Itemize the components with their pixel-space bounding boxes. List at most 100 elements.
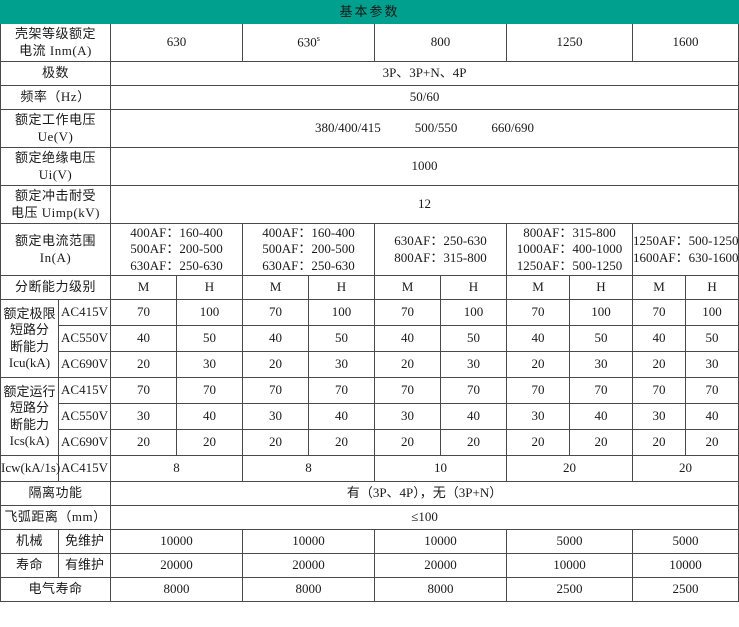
ics-label: 额定运行 短路分 断能力 Ics(kA)	[0, 377, 59, 456]
icw-value-cell: 20	[631, 455, 739, 482]
ics-value-cell: 70	[569, 377, 633, 404]
icu-label-line4: Icu(kA)	[8, 354, 51, 370]
frame-rating-value-5: 1600	[631, 23, 739, 62]
icu-value-cell: 50	[176, 325, 243, 352]
current-range-col-1: 400AF：160-400 500AF：200-500 630AF：250-63…	[110, 223, 243, 276]
frame-rating-label-line1: 壳架等级额定	[14, 26, 96, 42]
ics-value-cell: 40	[440, 403, 507, 430]
current-range-item: 1600AF：630-1600	[633, 249, 739, 265]
working-voltage-value-a: 380/400/415	[315, 120, 381, 136]
frame-rating-value-2-text: 630	[297, 34, 317, 50]
icu-value-cell: 40	[374, 325, 441, 352]
ics-value-cell: 40	[176, 403, 243, 430]
ics-value-cell: 20	[110, 429, 177, 456]
current-range-item: 500AF：200-500	[262, 241, 355, 257]
icw-row: Icw(kA/1s) AC415V 8 8 10 20 20	[0, 455, 739, 482]
frame-rating-label-line2: 电流 Inm(A)	[19, 42, 92, 58]
icw-value-cell: 10	[374, 455, 507, 482]
isolation-label: 隔离功能	[0, 481, 111, 506]
icu-value-cell: 70	[242, 299, 309, 326]
frame-rating-value-3: 800	[374, 23, 507, 62]
icu-value-cell: 70	[374, 299, 441, 326]
ics-value-cell: 30	[242, 403, 309, 430]
icu-value-cell: 30	[569, 351, 633, 378]
ics-value-cell: 30	[374, 403, 441, 430]
mechanical-life-maintained-cell: 20000	[242, 553, 375, 578]
icu-voltage-label: AC690V	[58, 351, 111, 378]
table-title-row: 基本参数	[0, 0, 739, 24]
breaking-grade-cell: H	[569, 275, 633, 300]
icu-value-cell: 20	[110, 351, 177, 378]
icu-value-cell: 40	[242, 325, 309, 352]
current-range-item: 400AF：160-400	[130, 225, 223, 241]
frame-rating-row: 壳架等级额定 电流 Inm(A) 630 630s 800 1250 1600	[0, 23, 739, 62]
working-voltage-label-line1: 额定工作电压	[14, 112, 96, 128]
arc-distance-row: 飞弧距离（mm） ≤100	[0, 505, 739, 530]
electrical-life-cell: 2500	[506, 577, 633, 602]
current-range-item: 800AF：315-800	[523, 225, 616, 241]
working-voltage-label: 额定工作电压 Ue(V)	[0, 109, 111, 148]
insulation-voltage-label-line1: 额定绝缘电压	[14, 150, 96, 166]
icu-value-cell: 50	[569, 325, 633, 352]
ics-voltage-label: AC690V	[58, 429, 111, 456]
icu-voltage-label: AC550V	[58, 325, 111, 352]
electrical-life-cell: 8000	[242, 577, 375, 602]
ics-value-cell: 70	[176, 377, 243, 404]
breaking-grade-label: 分断能力级别	[0, 275, 111, 300]
frequency-value: 50/60	[109, 85, 739, 110]
frame-rating-value-4: 1250	[506, 23, 633, 62]
icu-value-cell: 50	[308, 325, 375, 352]
electrical-life-row: 电气寿命 8000 8000 8000 2500 2500	[0, 577, 739, 602]
ics-label-line1: 额定运行	[3, 384, 56, 399]
ics-value-cell: 20	[569, 429, 633, 456]
ics-row-ac415v: 额定运行 短路分 断能力 Ics(kA) AC415V 70 70 70 70 …	[0, 377, 739, 456]
breaking-grade-cell: M	[632, 275, 686, 300]
mechanical-life-free-cell: 5000	[506, 529, 633, 554]
icu-value-cell: 20	[632, 351, 686, 378]
arc-distance-label: 飞弧距离（mm）	[0, 505, 111, 530]
frame-rating-superscript: s	[316, 34, 320, 44]
electrical-life-cell: 8000	[110, 577, 243, 602]
ics-value-cell: 20	[632, 429, 686, 456]
icw-voltage-label: AC415V	[58, 455, 111, 482]
current-range-item: 1250AF：500-1250	[516, 257, 623, 273]
icu-row-ac415v: 额定极限 短路分 断能力 Icu(kA) AC415V 70 100 70 10…	[0, 299, 739, 378]
ics-value-cell: 70	[374, 377, 441, 404]
table-title: 基本参数	[0, 0, 739, 24]
ics-value-cell: 40	[569, 403, 633, 430]
icu-value-cell: 30	[684, 351, 739, 378]
mechanical-life-free-cell: 5000	[631, 529, 739, 554]
breaking-grade-cell: H	[440, 275, 507, 300]
breaking-grade-cell: M	[506, 275, 570, 300]
maintenance-free-label: 免维护	[58, 529, 111, 554]
insulation-voltage-label-line2: Ui(V)	[38, 166, 73, 182]
current-range-col-4: 800AF：315-800 1000AF：400-1000 1250AF：500…	[506, 223, 633, 276]
insulation-voltage-row: 额定绝缘电压 Ui(V) 1000	[0, 147, 739, 186]
ics-value-cell: 20	[242, 429, 309, 456]
icu-value-cell: 30	[308, 351, 375, 378]
insulation-voltage-label: 额定绝缘电压 Ui(V)	[0, 147, 111, 186]
ics-value-cell: 70	[684, 377, 739, 404]
ics-value-cell: 30	[632, 403, 686, 430]
current-range-label-line2: In(A)	[39, 249, 72, 265]
frame-rating-label: 壳架等级额定 电流 Inm(A)	[0, 23, 111, 62]
arc-distance-value: ≤100	[109, 505, 739, 530]
working-voltage-value-b: 500/550	[414, 120, 458, 136]
ics-value-cell: 20	[374, 429, 441, 456]
ics-value-cell: 30	[110, 403, 177, 430]
current-range-label: 额定电流范围 In(A)	[0, 223, 111, 276]
breaking-grade-cell: H	[176, 275, 243, 300]
ics-value-cell: 20	[506, 429, 570, 456]
basic-parameters-table: 基本参数 壳架等级额定 电流 Inm(A) 630 630s 800 1250 …	[0, 0, 739, 602]
breaking-grade-cell: M	[110, 275, 177, 300]
icu-value-cell: 40	[632, 325, 686, 352]
breaking-grade-cell: H	[684, 275, 739, 300]
mechanical-life-free-cell: 10000	[242, 529, 375, 554]
icu-value-cell: 30	[440, 351, 507, 378]
mechanical-life-maintained-cell: 20000	[374, 553, 507, 578]
mechanical-life-maintained-cell: 20000	[110, 553, 243, 578]
ics-value-cell: 70	[506, 377, 570, 404]
impulse-voltage-row: 额定冲击耐受 电压 Uimp(kV) 12	[0, 185, 739, 224]
icu-value-cell: 40	[506, 325, 570, 352]
icu-value-cell: 20	[242, 351, 309, 378]
